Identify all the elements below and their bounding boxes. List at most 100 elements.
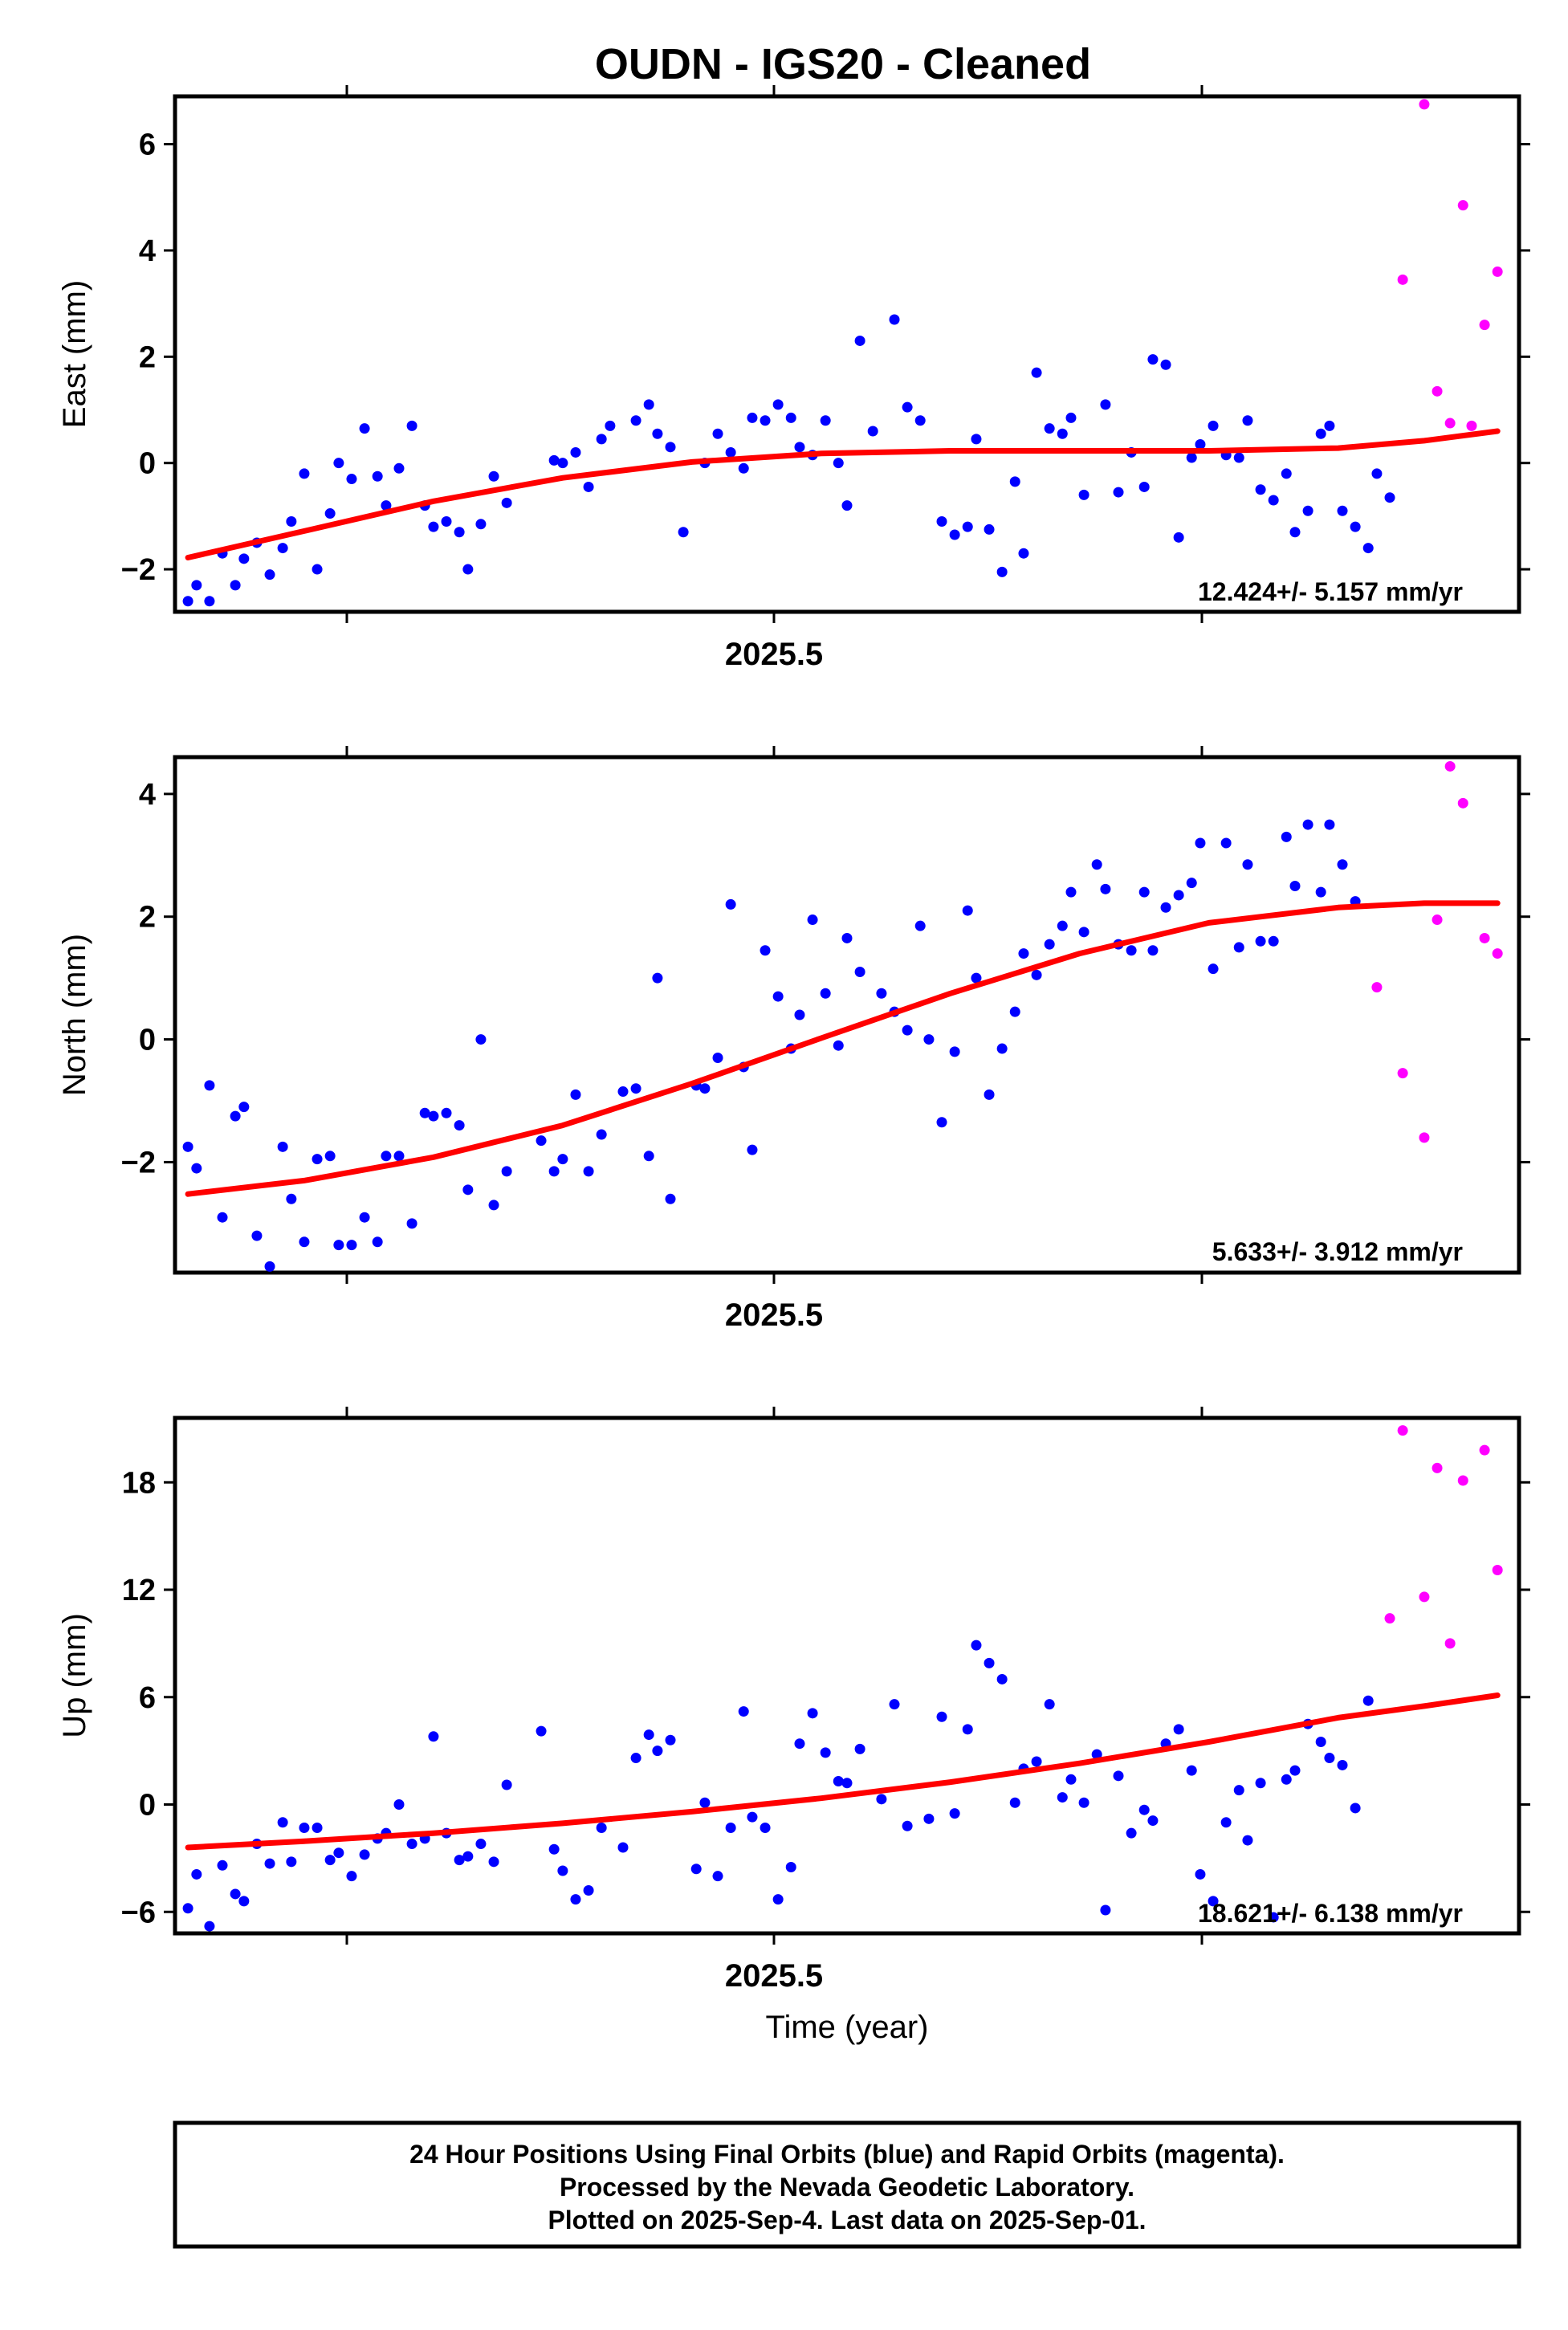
panel-east-frame [173, 94, 1521, 614]
north-final-point [760, 945, 771, 956]
north-final-point [596, 1129, 607, 1140]
north-final-point [1289, 881, 1301, 891]
up-ytick-label: 0 [139, 1789, 156, 1823]
up-final-point [807, 1708, 818, 1719]
up-final-point [217, 1860, 228, 1871]
east-final-point [1255, 484, 1266, 495]
up-final-point [738, 1706, 749, 1717]
east-final-point [936, 515, 947, 527]
east-final-point [820, 415, 831, 426]
up-final-point [1324, 1753, 1335, 1764]
north-final-point [286, 1193, 297, 1204]
north-final-point [1242, 859, 1253, 870]
up-ytick-label: −6 [121, 1896, 156, 1929]
up-final-point [962, 1724, 973, 1735]
east-ytick-label: 0 [139, 447, 156, 481]
north-final-point [333, 1240, 344, 1251]
north-final-point [277, 1141, 288, 1152]
footer-line-3: Plotted on 2025-Sep-4. Last data on 2025… [548, 2206, 1146, 2234]
up-final-point [1126, 1827, 1137, 1839]
up-final-point [454, 1855, 465, 1866]
east-final-point [794, 442, 805, 453]
north-trend-fit-line [185, 900, 1501, 1197]
up-final-point [841, 1778, 853, 1789]
north-final-point [923, 1034, 935, 1045]
panel-up-frame [173, 1416, 1521, 1936]
north-final-point [665, 1193, 676, 1204]
east-final-point [1009, 476, 1020, 487]
panel-up-rate-label: 18.621+/- 6.138 mm/yr [1198, 1899, 1463, 1928]
north-final-point [462, 1184, 474, 1196]
up-final-point [570, 1894, 581, 1905]
north-final-point [1220, 837, 1232, 849]
east-final-point [772, 399, 784, 410]
north-final-point [996, 1043, 1008, 1054]
up-final-point [312, 1822, 323, 1833]
east-final-point [889, 314, 900, 325]
east-final-point [475, 519, 487, 530]
up-final-point [699, 1797, 711, 1808]
north-rapid-point [1432, 914, 1443, 926]
up-final-point [230, 1888, 241, 1900]
up-final-point [1281, 1774, 1292, 1785]
north-final-point [454, 1120, 465, 1131]
up-final-point [557, 1865, 568, 1876]
north-final-point [1173, 890, 1184, 901]
east-final-point [1337, 505, 1348, 516]
north-final-point [833, 1040, 844, 1051]
east-final-point [1242, 415, 1253, 426]
east-final-point [312, 564, 323, 575]
north-final-point [807, 914, 818, 926]
up-final-point [1147, 1815, 1159, 1827]
east-final-point [441, 515, 452, 527]
north-final-point [441, 1107, 452, 1118]
up-final-point [902, 1820, 913, 1831]
east-final-point [596, 434, 607, 445]
east-final-point [238, 553, 250, 564]
up-final-point [760, 1822, 771, 1833]
east-final-point [760, 415, 771, 426]
up-final-point [1268, 1912, 1279, 1923]
north-final-point [699, 1083, 711, 1094]
up-final-point [996, 1673, 1008, 1684]
east-final-point [833, 458, 844, 469]
up-final-point [643, 1729, 654, 1741]
up-final-point [475, 1839, 487, 1850]
north-final-point [1208, 963, 1219, 975]
north-final-point [1009, 1006, 1020, 1017]
up-rapid-point [1419, 1591, 1430, 1603]
up-final-point [488, 1856, 499, 1868]
up-final-point [1138, 1804, 1150, 1815]
up-final-point [876, 1794, 887, 1805]
up-final-point [1255, 1778, 1266, 1789]
east-final-point [1173, 532, 1184, 543]
up-final-point [238, 1896, 250, 1907]
up-final-point [428, 1731, 439, 1742]
footer-box: 24 Hour Positions Using Final Orbits (bl… [173, 2120, 1521, 2249]
up-final-point [1009, 1797, 1020, 1808]
panel-north: 4 2 0 −2 North (mm) 5.633+/- 3.912 mm/yr 20… [57, 746, 1530, 1333]
east-final-point [841, 500, 853, 511]
panel-north-rate-label: 5.633+/- 3.912 mm/yr [1212, 1237, 1463, 1266]
north-final-point [299, 1236, 310, 1248]
east-rapid-point [1432, 385, 1443, 397]
east-final-point [1208, 420, 1219, 431]
north-final-point [984, 1089, 995, 1100]
up-rapid-point [1397, 1425, 1408, 1436]
north-final-point [583, 1166, 594, 1177]
up-final-point [346, 1871, 357, 1882]
east-final-point [372, 470, 383, 482]
north-final-point [1195, 837, 1206, 849]
chart-title: OUDN - IGS20 - Cleaned [595, 40, 1091, 88]
east-final-point [1315, 428, 1326, 439]
east-final-point [738, 462, 749, 474]
east-final-point [1138, 481, 1150, 492]
north-final-point [914, 920, 926, 931]
up-final-point [1078, 1797, 1089, 1808]
up-final-point [1186, 1765, 1197, 1776]
up-rapid-point [1492, 1564, 1503, 1575]
east-final-point [462, 564, 474, 575]
east-final-point [583, 481, 594, 492]
east-rapid-point [1479, 320, 1490, 331]
north-final-point [841, 932, 853, 943]
